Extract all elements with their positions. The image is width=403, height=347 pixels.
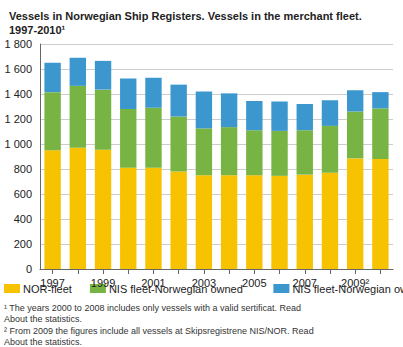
- svg-text:¹ The years 2000 to 2008 inclu: ¹ The years 2000 to 2008 includes only v…: [4, 303, 304, 313]
- svg-text:2003: 2003: [192, 277, 216, 289]
- svg-text:About the statistics.: About the statistics.: [4, 314, 82, 324]
- svg-text:1 600: 1 600: [4, 63, 32, 75]
- svg-text:1 800: 1 800: [4, 38, 32, 50]
- svg-text:1 400: 1 400: [4, 88, 32, 100]
- svg-text:1 200: 1 200: [4, 113, 32, 125]
- svg-text:1 000: 1 000: [4, 138, 32, 150]
- svg-text:Vessels in Norwegian Ship Regi: Vessels in Norwegian Ship Registers. Ves…: [9, 10, 365, 22]
- svg-text:NOR-fleet: NOR-fleet: [23, 282, 72, 295]
- svg-text:400: 400: [14, 213, 32, 225]
- svg-text:² From 2009 the figures includ: ² From 2009 the figures include all vess…: [4, 326, 316, 336]
- svg-text:NIS fleet-Norwegian owned: NIS fleet-Norwegian owned: [109, 283, 243, 295]
- svg-text:1997: 1997: [40, 277, 64, 289]
- svg-text:200: 200: [14, 238, 32, 250]
- svg-text:1999: 1999: [91, 277, 115, 289]
- svg-text:0: 0: [26, 263, 32, 275]
- svg-text:About the statistics.: About the statistics.: [4, 337, 82, 347]
- svg-text:1997-2010¹: 1997-2010¹: [9, 24, 66, 36]
- svg-text:2007: 2007: [293, 277, 317, 289]
- svg-text:2001: 2001: [141, 277, 165, 289]
- svg-text:600: 600: [14, 188, 32, 200]
- svg-text:800: 800: [14, 163, 32, 175]
- svg-text:2005: 2005: [242, 277, 266, 289]
- svg-text:2009²: 2009²: [341, 277, 369, 289]
